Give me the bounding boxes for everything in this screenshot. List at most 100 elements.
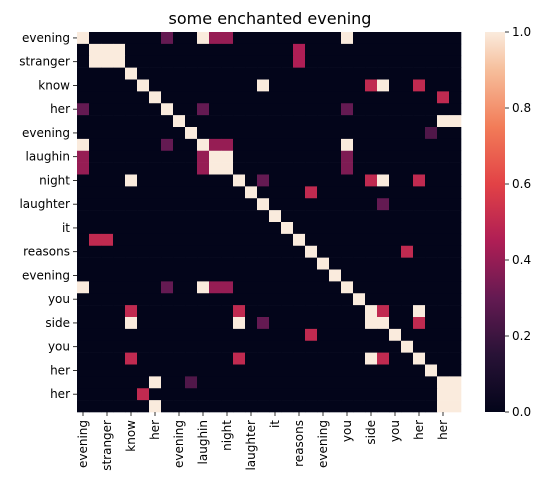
heatmap-cell [425,352,438,365]
heatmap-cell [269,233,282,247]
heatmap-cell [173,43,186,57]
heatmap-cell [245,55,258,68]
heatmap-cell [245,198,258,211]
heatmap-cell [185,388,198,401]
heatmap-cell [305,91,318,104]
heatmap-cell [113,79,126,92]
heatmap-cell [233,376,246,389]
heatmap-cell [137,186,150,199]
heatmap-cell [305,150,318,163]
heatmap-cell [173,198,186,211]
x-tick-label: evening [76,420,90,468]
heatmap-cell [221,305,234,318]
heatmap-cell [221,103,234,116]
heatmap-cell [257,352,270,365]
heatmap-cell [221,55,234,68]
heatmap-cell [449,305,462,318]
heatmap-cell [365,55,378,68]
heatmap-cell [101,55,114,68]
heatmap-cell [77,198,90,211]
heatmap-cell [293,328,306,342]
heatmap-cell [245,400,258,413]
heatmap-cell [89,67,102,80]
heatmap-cell [341,376,354,389]
heatmap-cell [221,364,234,377]
heatmap-cell [353,293,366,306]
heatmap-cell [317,138,330,152]
heatmap-cell [449,150,462,163]
heatmap-cell [113,293,126,306]
heatmap-cell [437,233,450,247]
heatmap-cell [317,340,330,353]
heatmap-cell [329,115,342,128]
heatmap-cell [365,186,378,199]
heatmap-cell [101,317,114,330]
heatmap-cell [233,257,246,270]
heatmap-cell [197,293,210,306]
heatmap-cell [233,352,246,365]
heatmap-cell [257,79,270,92]
heatmap-cell [269,79,282,92]
heatmap-cell [365,400,378,413]
heatmap-cell [197,43,210,57]
heatmap-cell [281,328,294,342]
heatmap-cell [281,55,294,68]
heatmap-cell [413,103,426,116]
heatmap-cell [149,400,162,413]
heatmap-cell [437,281,450,294]
heatmap-cell [245,127,258,140]
heatmap-cell [377,162,390,175]
heatmap-cell [77,150,90,163]
heatmap-cell [269,198,282,211]
heatmap-cell [449,328,462,342]
heatmap-cell [389,115,402,128]
heatmap-cell [317,222,330,235]
heatmap-cell [233,281,246,294]
heatmap-cell [413,210,426,223]
heatmap-cell [161,186,174,199]
heatmap-cell [101,32,114,45]
heatmap-cell [389,174,402,187]
heatmap-cell [101,43,114,57]
heatmap-cell [413,150,426,163]
heatmap-cell [173,186,186,199]
heatmap-cell [269,400,282,413]
heatmap-cell [377,317,390,330]
heatmap-cell [185,67,198,80]
heatmap-cell [317,352,330,365]
heatmap-cell [329,150,342,163]
heatmap-cell [161,281,174,294]
heatmap-cell [101,245,114,258]
heatmap-cell [401,305,414,318]
heatmap-cell [317,198,330,211]
heatmap-cell [197,340,210,353]
heatmap-cell [281,388,294,401]
heatmap-cell [293,352,306,365]
y-tick-label: laughter [19,197,70,211]
heatmap-cell [185,222,198,235]
heatmap-cell [185,305,198,318]
heatmap-cell [317,103,330,116]
heatmap-cell [425,388,438,401]
heatmap-cell [209,210,222,223]
heatmap-cell [341,138,354,152]
heatmap-cell [341,400,354,413]
heatmap-cell [425,210,438,223]
heatmap-cell [197,328,210,342]
heatmap-cell [365,388,378,401]
heatmap-cell [257,328,270,342]
heatmap-cell [305,400,318,413]
heatmap-cell [425,233,438,247]
heatmap-cell [377,293,390,306]
heatmap-cell [233,317,246,330]
heatmap-cell [437,388,450,401]
heatmap-cell [221,317,234,330]
heatmap-cell [197,162,210,175]
heatmap-cell [257,305,270,318]
heatmap-cell [305,364,318,377]
heatmap-cell [389,376,402,389]
heatmap-cell [233,138,246,152]
heatmap-cell [317,317,330,330]
heatmap-cell [257,32,270,45]
heatmap-cell [293,388,306,401]
